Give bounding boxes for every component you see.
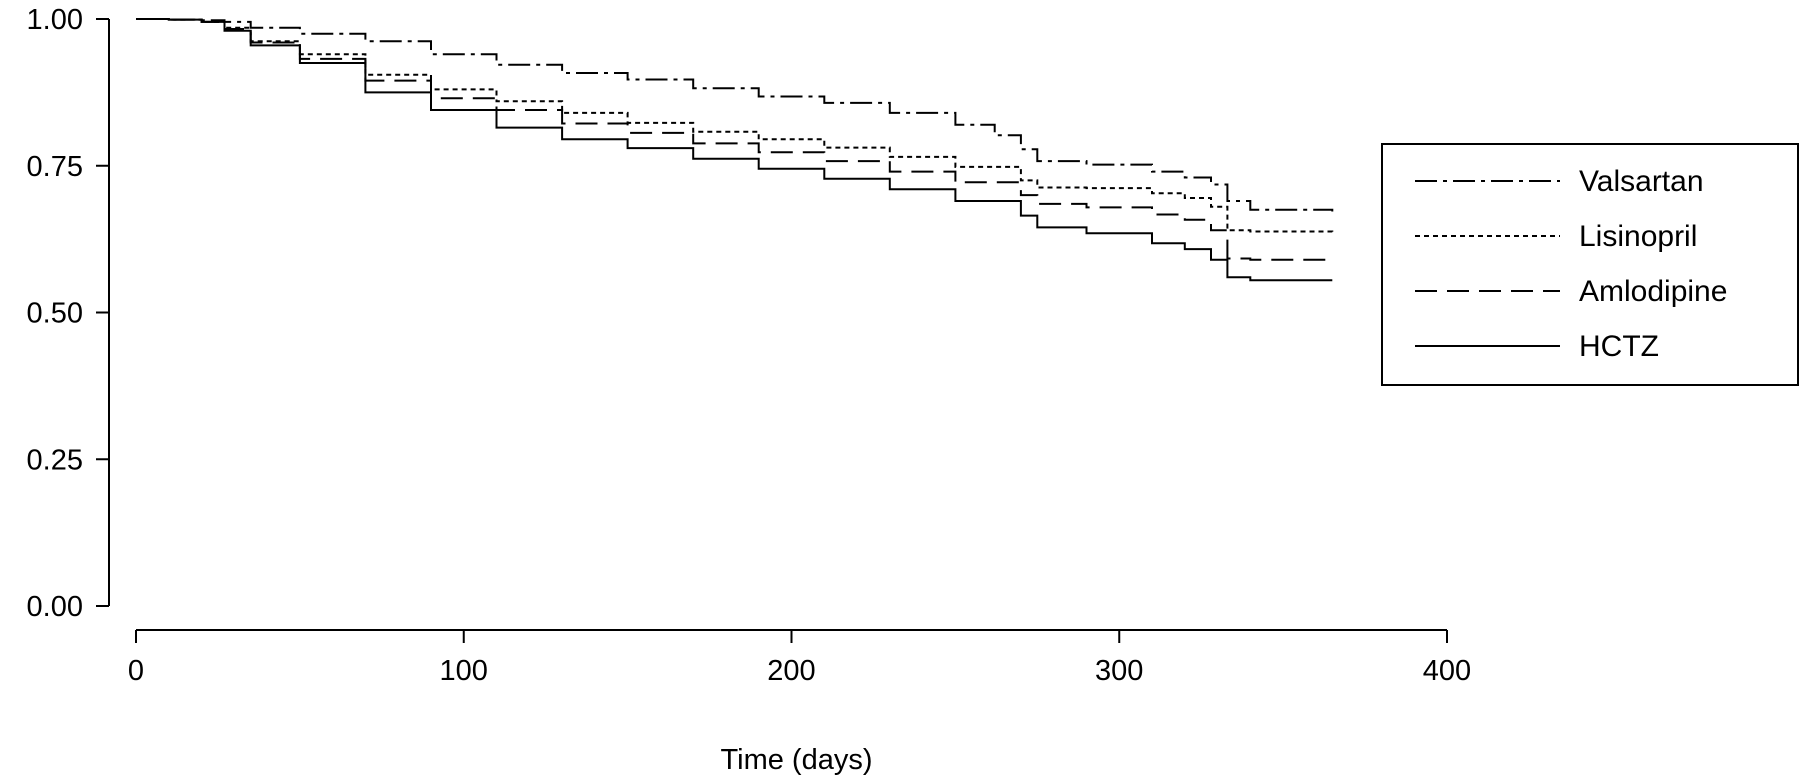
series-line-hctz (136, 18, 1333, 282)
y-tick-label: 0.25 (27, 444, 83, 476)
legend-box (1381, 143, 1799, 386)
legend-label-valsartan: Valsartan (1579, 165, 1704, 198)
x-tick-label: 200 (767, 655, 815, 687)
legend: Valsartan Lisinopril Amlodipine HCTZ (1381, 143, 1799, 386)
series-line-valsartan (136, 18, 1334, 212)
y-tick-label: 0.50 (27, 298, 83, 330)
series-line-amlodipine (136, 18, 1333, 261)
series-lines (136, 18, 1334, 282)
x-tick-label: 100 (440, 655, 488, 687)
legend-label-amlodipine: Amlodipine (1579, 275, 1727, 308)
x-ticks: 0 100 200 300 400 (128, 630, 1471, 687)
y-ticks: 0.00 0.25 0.50 0.75 1.00 (27, 4, 109, 623)
y-tick-label: 0.75 (27, 151, 83, 183)
x-tick-label: 0 (128, 655, 144, 687)
x-tick-label: 300 (1095, 655, 1143, 687)
x-axis-title: Time (days) (721, 744, 873, 776)
y-tick-label: 0.00 (27, 591, 83, 623)
legend-label-hctz: HCTZ (1579, 330, 1659, 363)
x-tick-label: 400 (1423, 655, 1471, 687)
axes (108, 19, 1447, 631)
legend-label-lisinopril: Lisinopril (1579, 220, 1697, 253)
series-line-lisinopril (136, 18, 1334, 233)
y-tick-label: 1.00 (27, 4, 83, 36)
